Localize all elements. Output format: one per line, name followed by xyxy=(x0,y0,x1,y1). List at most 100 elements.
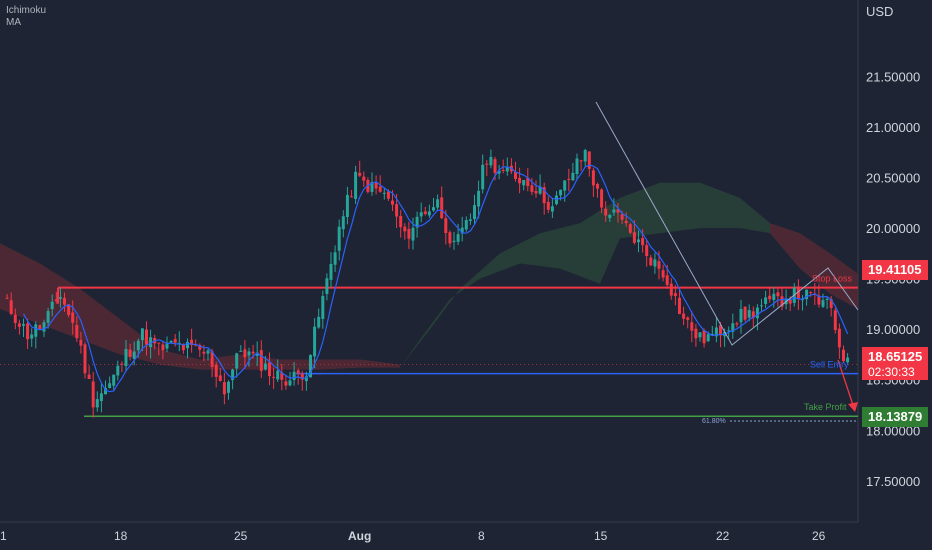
candle-down xyxy=(591,170,595,186)
candle-down xyxy=(596,183,599,189)
candle-down xyxy=(444,218,448,234)
candle-down xyxy=(391,200,394,205)
candle-up xyxy=(99,393,103,401)
candle-up xyxy=(46,311,50,323)
candle-up xyxy=(477,190,481,207)
candle-up xyxy=(419,212,423,217)
target-arrow-head xyxy=(848,402,858,412)
candle-down xyxy=(350,196,353,198)
candle-down xyxy=(546,201,550,210)
candle-up xyxy=(772,293,776,300)
candle-down xyxy=(526,177,530,187)
candle-up xyxy=(555,195,558,205)
x-tick-label: 26 xyxy=(812,529,826,543)
candle-down xyxy=(259,350,263,371)
legend-ma[interactable]: MA xyxy=(6,17,21,28)
candle-up xyxy=(489,156,493,166)
candle-down xyxy=(567,178,571,180)
candle-down xyxy=(161,344,165,351)
x-tick-label: Aug xyxy=(348,529,371,543)
candle-down xyxy=(87,374,91,379)
candle-down xyxy=(71,312,75,323)
candle-up xyxy=(575,158,579,174)
candle-down xyxy=(620,214,624,220)
candle-down xyxy=(678,297,681,314)
candle-down xyxy=(743,306,747,320)
candle-up xyxy=(247,351,251,356)
candle-up xyxy=(186,341,189,349)
candle-up xyxy=(227,381,230,393)
candle-down xyxy=(501,169,505,171)
take-profit-price-badge: 18.13879 xyxy=(862,407,928,427)
candle-down xyxy=(776,292,780,297)
candle-up xyxy=(333,252,337,265)
candle-down xyxy=(145,329,148,345)
cloud-bearish-1 xyxy=(0,243,400,370)
candle-up xyxy=(637,239,640,243)
candle-down xyxy=(682,313,686,319)
candle-down xyxy=(75,325,79,339)
candle-down xyxy=(641,238,645,246)
candle-up xyxy=(846,357,850,363)
candle-up xyxy=(288,380,292,386)
y-tick-label: 18.00000 xyxy=(866,423,920,438)
candle-up xyxy=(304,376,308,382)
y-tick-label: 21.50000 xyxy=(866,70,920,85)
candle-up xyxy=(411,227,415,241)
candle-down xyxy=(518,177,522,184)
candle-down xyxy=(628,224,632,233)
indicator-legend: Ichimoku MA xyxy=(6,5,46,29)
legend-ichimoku[interactable]: Ichimoku xyxy=(6,5,47,16)
candle-up xyxy=(329,263,333,280)
stop-loss-price-badge: 19.41105 xyxy=(862,260,928,280)
candle-up xyxy=(559,189,563,196)
candle-up xyxy=(436,199,440,208)
x-tick-label: 8 xyxy=(478,529,485,543)
candle-up xyxy=(149,337,153,348)
candle-up xyxy=(612,209,616,213)
candle-down xyxy=(514,171,517,179)
candle-up xyxy=(169,340,173,343)
candle-up xyxy=(42,322,46,332)
candle-up xyxy=(276,370,280,380)
x-tick-label: 18 xyxy=(114,529,128,543)
candle-up xyxy=(727,330,731,332)
sell-entry-label: Sell Entry xyxy=(810,360,849,370)
plot-area xyxy=(0,0,858,522)
candle-down xyxy=(63,297,66,305)
candle-down xyxy=(38,324,42,330)
candle-down xyxy=(448,232,452,244)
candle-down xyxy=(362,176,366,181)
candle-down xyxy=(13,314,17,323)
candle-up xyxy=(805,289,809,300)
candle-up xyxy=(706,334,710,342)
candle-up xyxy=(292,371,296,380)
x-tick-label: 25 xyxy=(234,529,248,543)
candle-down xyxy=(661,270,665,278)
candle-up xyxy=(571,172,575,181)
candle-down xyxy=(751,311,755,318)
candle-up xyxy=(239,350,243,352)
candle-up xyxy=(337,226,341,251)
candle-up xyxy=(317,316,321,328)
y-tick-label: 21.00000 xyxy=(866,120,920,135)
candle-down xyxy=(542,187,546,204)
candle-up xyxy=(456,234,460,242)
candle-down xyxy=(673,293,677,297)
candle-up xyxy=(583,149,587,162)
candle-down xyxy=(837,328,841,348)
take-profit-label: Take Profit xyxy=(804,402,847,412)
candle-down xyxy=(842,349,845,362)
candle-down xyxy=(719,325,722,336)
candle-down xyxy=(645,245,649,257)
candle-down xyxy=(190,339,194,346)
candle-down xyxy=(604,208,608,216)
candle-down xyxy=(485,163,489,165)
candle-up xyxy=(235,353,239,369)
candle-down xyxy=(218,375,222,381)
candle-down xyxy=(54,299,58,302)
candle-down xyxy=(399,216,403,228)
candle-up xyxy=(132,351,136,359)
